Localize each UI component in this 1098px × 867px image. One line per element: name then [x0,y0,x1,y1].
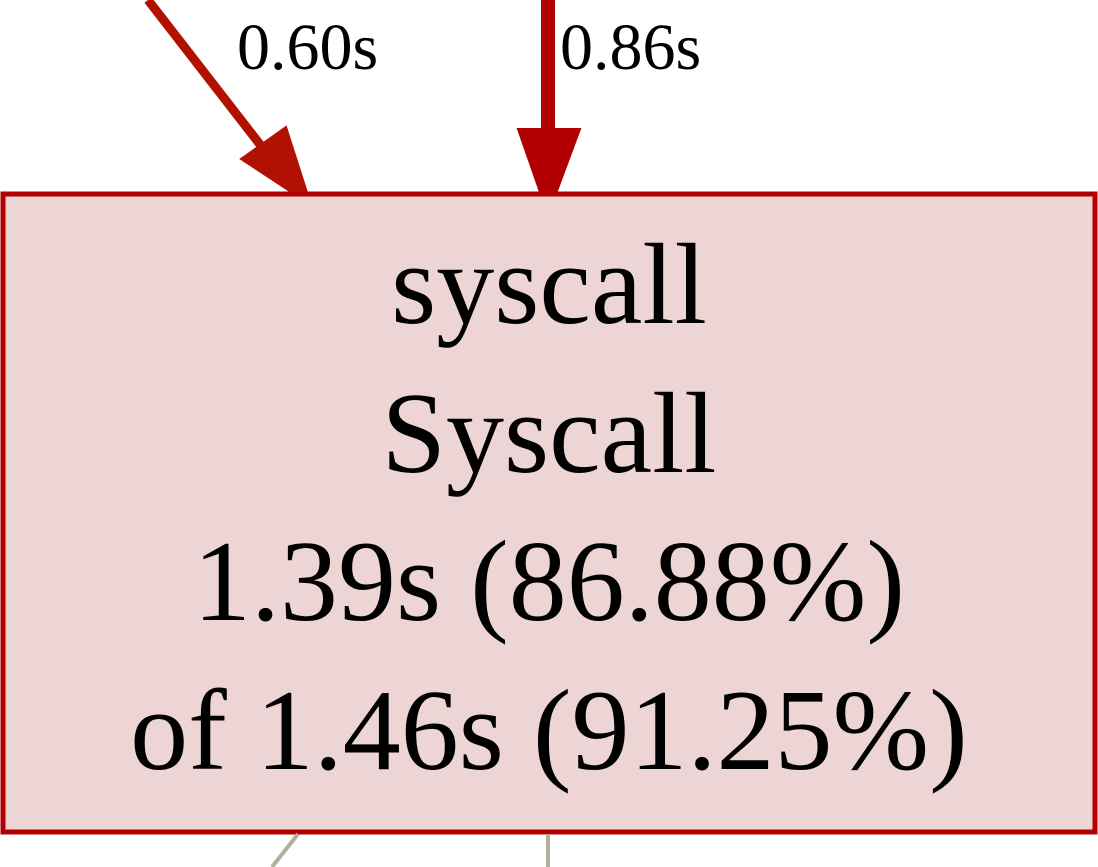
edge-caller-1-to-syscall[interactable]: 0.60s [144,0,378,208]
edge-arrowhead [239,125,313,208]
edge-label-0-86s: 0.86s [560,11,701,84]
node-flat-time: 1.39s (86.88%) [193,518,905,646]
node-cumulative-time: of 1.46s (91.25%) [130,667,968,795]
node-function-name: Syscall [381,370,716,498]
edge-line [144,0,276,163]
edge-arrowhead [516,128,582,218]
node-package-name: syscall [391,221,707,349]
edge-caller-2-to-syscall[interactable]: 0.86s [516,0,701,218]
edge-label-0-60s: 0.60s [237,11,378,84]
node-syscall[interactable]: syscall Syscall 1.39s (86.88%) of 1.46s … [0,191,1098,835]
node-box [0,191,1098,835]
edge-syscall-to-callee-1[interactable] [270,832,300,867]
